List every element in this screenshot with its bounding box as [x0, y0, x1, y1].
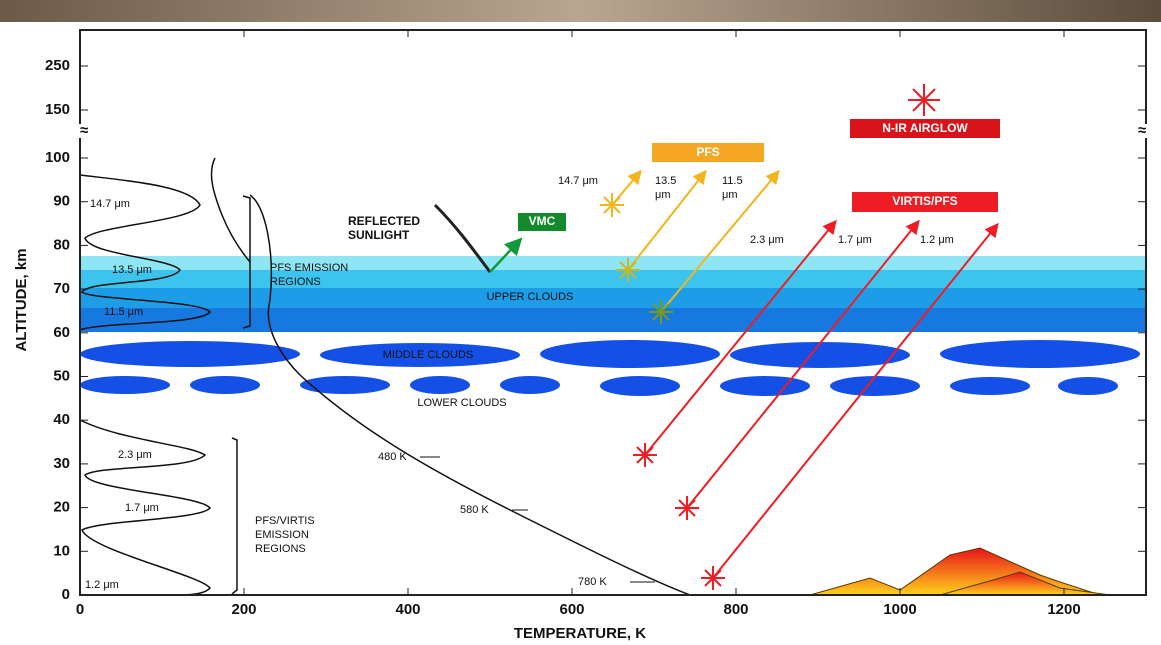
temperature-label: 580 K: [460, 504, 489, 516]
temperature-label: 780 K: [578, 576, 607, 588]
airglow-label: N-IR AIRGLOW: [882, 121, 968, 135]
x-tick-label: 200: [231, 601, 256, 618]
y-tick-label: 20: [53, 499, 70, 516]
y-tick-label: 250: [45, 57, 70, 74]
x-tick-label: 1000: [883, 601, 916, 618]
temperature-profile-top: [211, 158, 250, 262]
y-tick-label: 0: [62, 586, 70, 603]
temp-pointers: [420, 457, 655, 582]
virtis-label: VIRTIS/PFS: [892, 194, 957, 208]
figure: ≈ ≈ TEMPERATURE, K ALTITUDE, km 14.7 μm …: [0, 0, 1161, 645]
x-tick-label: 400: [395, 601, 420, 618]
emission-label: 1.2 μm: [85, 579, 119, 591]
sunlight-label: REFLECTED: [348, 214, 420, 228]
y-tick-label: 80: [53, 236, 70, 253]
y-tick-label: 70: [53, 280, 70, 297]
y-tick-label: 150: [45, 101, 70, 118]
pfs-label: PFS: [696, 145, 719, 159]
wavelength-label: 1.7 μm: [838, 234, 872, 246]
wavelength-label: 2.3 μm: [750, 234, 784, 246]
y-tick-label: 60: [53, 324, 70, 341]
emission-label: 2.3 μm: [118, 449, 152, 461]
wavelength-label: 1.2 μm: [920, 234, 954, 246]
region-label: PFS EMISSION: [270, 262, 348, 274]
y-tick-label: 30: [53, 455, 70, 472]
y-tick-label: 100: [45, 149, 70, 166]
cloud-label: UPPER CLOUDS: [487, 291, 574, 303]
break-mark: ≈: [1138, 122, 1146, 139]
region-label: REGIONS: [270, 276, 321, 288]
wavelength-label: μm: [722, 189, 738, 201]
wavelength-label: 13.5: [655, 175, 676, 187]
clouds: [80, 256, 1146, 396]
wavelength-label: μm: [655, 189, 671, 201]
emission-label: 14.7 μm: [90, 198, 130, 210]
cloud-label: LOWER CLOUDS: [417, 397, 506, 409]
top-border: [0, 0, 1161, 22]
y-tick-label: 90: [53, 193, 70, 210]
break-mark: ≈: [80, 122, 88, 139]
vmc-label: VMC: [529, 214, 556, 228]
x-tick-label: 600: [559, 601, 584, 618]
y-tick-label: 40: [53, 411, 70, 428]
x-axis-label: TEMPERATURE, K: [514, 625, 646, 642]
wavelength-label: 14.7 μm: [558, 175, 598, 187]
x-tick-label: 1200: [1047, 601, 1080, 618]
volcanoes: [810, 548, 1110, 595]
brackets: [232, 196, 250, 594]
region-label: PFS/VIRTIS: [255, 515, 315, 527]
stars: [600, 84, 940, 590]
region-label: EMISSION: [255, 529, 309, 541]
y-tick-label: 50: [53, 367, 70, 384]
y-axis-label: ALTITUDE, km: [13, 248, 30, 351]
wavelength-label: 11.5: [722, 175, 743, 187]
y-tick-label: 10: [53, 542, 70, 559]
emission-label: 1.7 μm: [125, 502, 159, 514]
x-tick-label: 0: [76, 601, 84, 618]
cloud-label: MIDDLE CLOUDS: [383, 349, 473, 361]
sunlight-label: SUNLIGHT: [348, 228, 410, 242]
emission-label: 11.5 μm: [104, 306, 143, 318]
temperature-label: 480 K: [378, 451, 407, 463]
x-tick-label: 800: [723, 601, 748, 618]
emission-label: 13.5 μm: [112, 264, 152, 276]
region-label: REGIONS: [255, 543, 306, 555]
